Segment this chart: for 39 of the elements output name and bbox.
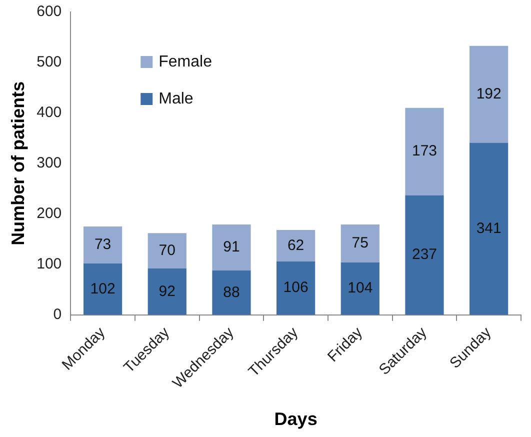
bar bbox=[405, 195, 444, 315]
y-tick-label: 0 bbox=[53, 306, 62, 323]
y-tick-label: 500 bbox=[36, 54, 62, 71]
data-label: 73 bbox=[94, 236, 112, 254]
y-tick-label: 200 bbox=[36, 205, 62, 222]
data-label: 91 bbox=[223, 238, 240, 256]
bar bbox=[405, 108, 444, 196]
data-label: 104 bbox=[348, 280, 373, 297]
data-label: 92 bbox=[158, 282, 176, 300]
data-label: 75 bbox=[352, 234, 368, 252]
bar bbox=[83, 263, 122, 315]
bar bbox=[276, 261, 316, 315]
bar bbox=[83, 226, 122, 264]
bar bbox=[276, 230, 316, 262]
data-label: 88 bbox=[223, 284, 240, 301]
bar bbox=[148, 268, 186, 315]
data-label: 237 bbox=[412, 246, 438, 264]
x-axis-title: Days bbox=[274, 409, 318, 430]
legend-label: Male bbox=[158, 90, 194, 108]
data-label: 341 bbox=[476, 220, 502, 237]
y-tick-label: 100 bbox=[36, 256, 62, 273]
bar bbox=[470, 46, 508, 143]
bar bbox=[212, 224, 251, 270]
data-label: 70 bbox=[158, 242, 176, 259]
y-tick-label: 600 bbox=[36, 3, 62, 20]
data-label: 106 bbox=[283, 279, 308, 296]
bar bbox=[470, 142, 508, 315]
y-tick-label: 400 bbox=[36, 104, 62, 122]
y-tick-label: 300 bbox=[36, 154, 62, 172]
bar bbox=[340, 224, 380, 262]
data-label: 173 bbox=[412, 142, 438, 160]
bar bbox=[340, 262, 380, 315]
bar bbox=[212, 270, 251, 315]
data-label: 102 bbox=[90, 280, 116, 298]
data-label: 192 bbox=[476, 85, 502, 102]
data-label: 62 bbox=[287, 236, 304, 254]
legend-label: Female bbox=[158, 53, 212, 70]
bar bbox=[148, 233, 186, 268]
y-axis-title: Number of patients bbox=[8, 81, 28, 246]
